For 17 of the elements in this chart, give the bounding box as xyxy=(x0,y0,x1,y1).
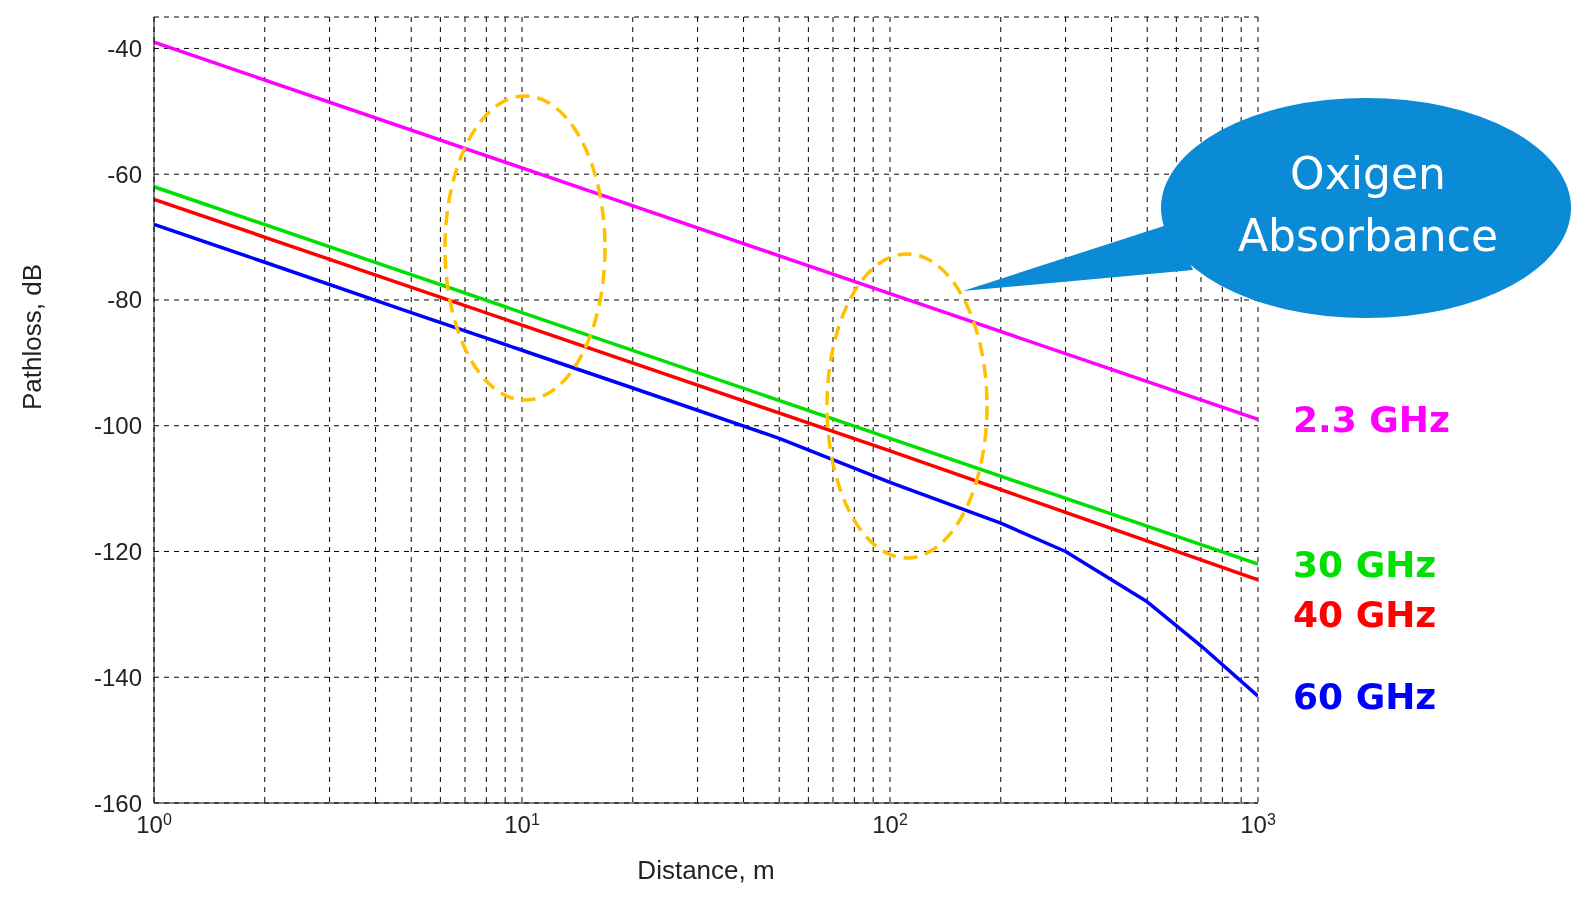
y-tick-label: -160 xyxy=(93,789,142,817)
y-tick-label: -140 xyxy=(93,663,142,691)
x-axis-title: Distance, m xyxy=(637,855,775,885)
series-label: 40 GHz xyxy=(1293,594,1437,636)
x-tick-label: 10$^{1}$ xyxy=(504,810,540,838)
series-label: 30 GHz xyxy=(1293,544,1437,586)
x-tick-label: 10$^{2}$ xyxy=(872,810,908,838)
series-label: 2.3 GHz xyxy=(1293,399,1450,441)
y-tick-label: -80 xyxy=(107,286,142,314)
y-tick-label: -120 xyxy=(93,538,142,565)
annotation: Oxigen Absorbance xyxy=(1237,147,1499,263)
series-label: 60 GHz xyxy=(1293,676,1437,718)
y-axis-title: Pathloss, dB xyxy=(17,264,48,410)
x-tick-label: 10$^{3}$ xyxy=(1240,810,1276,838)
y-tick-label: -100 xyxy=(93,412,142,440)
y-tick-label: -40 xyxy=(107,34,142,62)
y-tick-label: -60 xyxy=(107,160,142,188)
